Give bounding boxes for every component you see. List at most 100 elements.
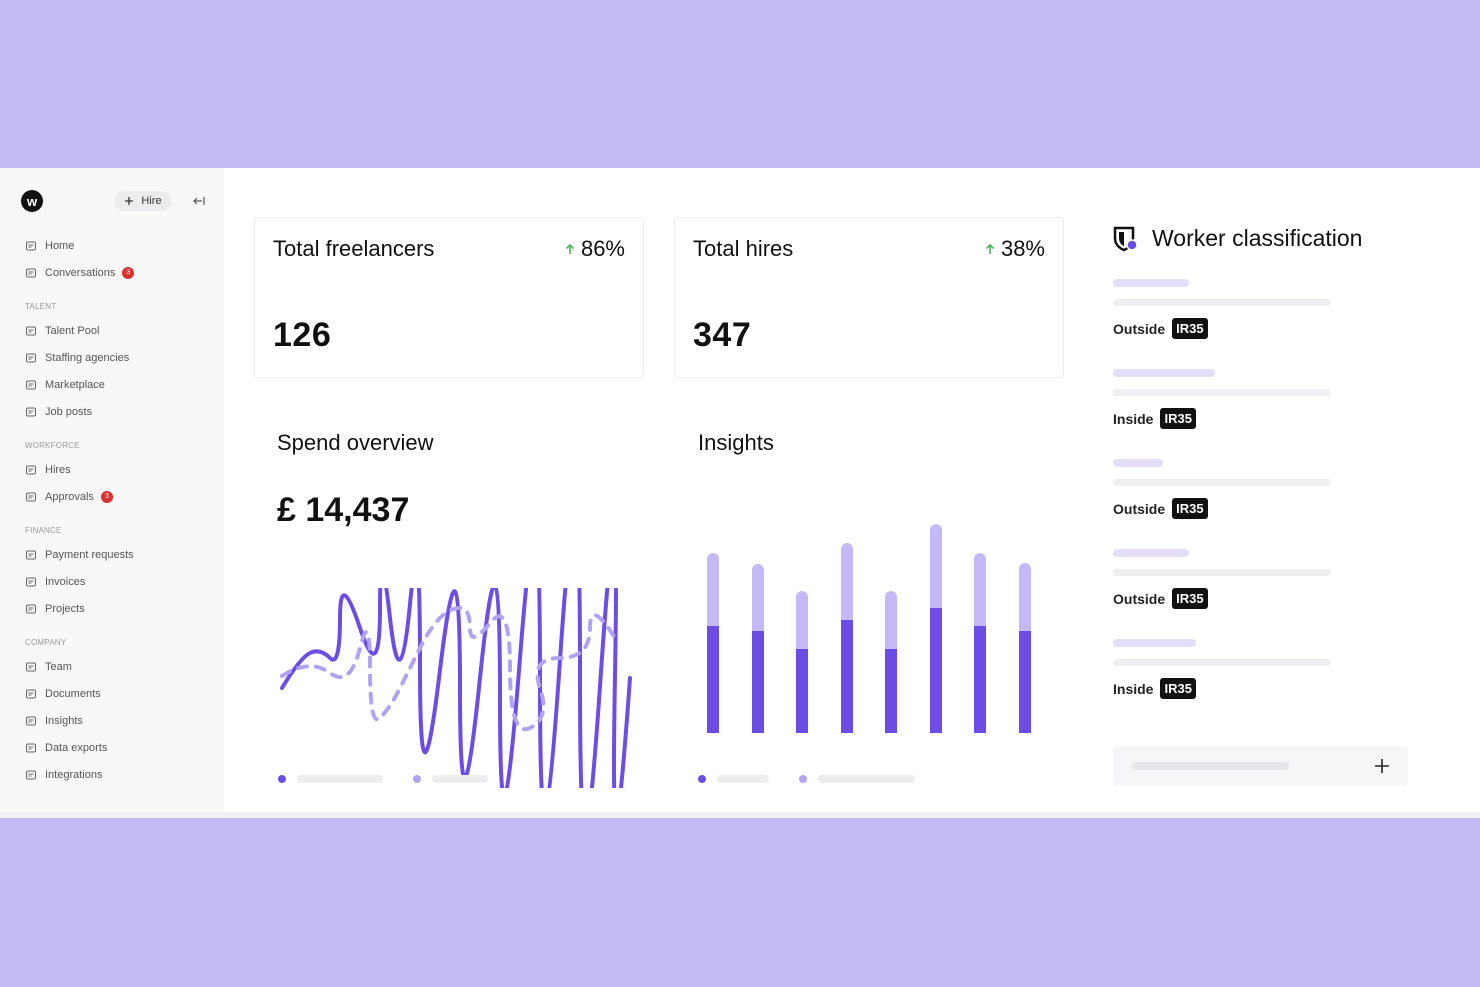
nav-icon xyxy=(26,353,36,362)
skeleton-bar xyxy=(1113,659,1331,666)
nav-label: Integrations xyxy=(45,768,103,781)
hire-label: Hire xyxy=(141,195,162,207)
change-value: 38% xyxy=(1000,236,1045,261)
nav-icon xyxy=(26,326,36,335)
nav-label: Invoices xyxy=(45,575,86,588)
card-title: Total hires xyxy=(693,236,794,261)
classification-status: Outside xyxy=(1113,320,1166,337)
nav-icon xyxy=(26,241,36,250)
skeleton-bar xyxy=(1113,369,1215,377)
nav-icon xyxy=(26,662,36,671)
nav-item[interactable]: Talent Pool xyxy=(0,317,224,344)
nav-label: Payment requests xyxy=(45,548,134,561)
logo[interactable]: w xyxy=(21,190,43,212)
card-change: 86% xyxy=(565,236,625,262)
stat-card: Total freelancers 86% 126 xyxy=(254,217,644,378)
stat-card: Total hires 38% 347 xyxy=(674,217,1064,378)
nav-label: Talent Pool xyxy=(45,324,100,337)
card-value: 126 xyxy=(273,316,332,354)
up-arrow xyxy=(985,243,994,254)
skeleton-bar xyxy=(1113,549,1189,557)
nav-item[interactable]: Job posts xyxy=(0,398,224,425)
nav-label: Marketplace xyxy=(45,378,105,391)
card-change: 38% xyxy=(985,236,1045,262)
nav-label: Documents xyxy=(45,687,101,700)
change-value: 86% xyxy=(580,236,625,261)
spend-title: Spend overview xyxy=(277,430,434,455)
skeleton-bar xyxy=(1113,299,1331,306)
nav-item[interactable]: Team xyxy=(0,653,224,680)
nav-item[interactable]: Hires xyxy=(0,456,224,483)
skeleton-bar xyxy=(1113,389,1331,396)
nav-icon xyxy=(26,492,36,501)
nav-icon xyxy=(26,380,36,389)
nav-item[interactable]: Integrations xyxy=(0,761,224,788)
skeleton-bar xyxy=(1113,569,1331,576)
nav: Home Conversations 3 TALENT Talent Pool Staff… xyxy=(0,232,224,788)
classification-tag: IR35 xyxy=(1160,678,1196,699)
up-arrow xyxy=(565,243,574,254)
insights-chart xyxy=(698,524,1031,783)
nav-label: Conversations xyxy=(45,266,116,279)
classification-row: Inside IR35 xyxy=(1113,678,1196,699)
nav-icon xyxy=(26,268,36,277)
nav-item[interactable]: Conversations 3 xyxy=(0,259,224,286)
nav-label: Staffing agencies xyxy=(45,351,130,364)
nav-label: Approvals xyxy=(45,490,94,503)
plus-icon xyxy=(125,197,134,205)
nav-item[interactable]: Staffing agencies xyxy=(0,344,224,371)
nav-icon xyxy=(26,770,36,779)
nav-icon xyxy=(26,465,36,474)
app-panel: w Hire Home Conversations 3 TALENT Talent Po… xyxy=(0,168,1480,818)
classification-tag: IR35 xyxy=(1172,498,1208,519)
nav-icon xyxy=(26,577,36,586)
classification-status: Outside xyxy=(1113,500,1166,517)
skeleton-bar xyxy=(1113,279,1189,287)
insights-title: Insights xyxy=(698,430,774,455)
nav-item[interactable]: Documents xyxy=(0,680,224,707)
nav-label: Data exports xyxy=(45,741,108,754)
skeleton-bar xyxy=(1113,459,1163,467)
nav-heading: FINANCE xyxy=(25,526,62,535)
nav-heading: COMPANY xyxy=(25,638,67,647)
card-value: 347 xyxy=(693,316,752,354)
classification-tag: IR35 xyxy=(1160,408,1196,429)
worker-title: Worker classification xyxy=(1152,225,1363,251)
add-field[interactable] xyxy=(1113,746,1408,786)
badge: 3 xyxy=(100,490,113,503)
nav-item[interactable]: Approvals 3 xyxy=(0,483,224,510)
card-title: Total freelancers xyxy=(273,236,435,261)
classification-row: Outside IR35 xyxy=(1113,318,1208,339)
hire-button[interactable]: Hire xyxy=(114,191,172,211)
nav-item[interactable]: Data exports xyxy=(0,734,224,761)
shield-icon xyxy=(1113,226,1138,252)
skeleton-bar xyxy=(1113,639,1196,647)
collapse-icon[interactable] xyxy=(192,196,206,206)
placeholder xyxy=(1132,762,1289,770)
nav-item[interactable]: Invoices xyxy=(0,568,224,595)
nav-label: Projects xyxy=(45,602,85,615)
classification-status: Inside xyxy=(1113,410,1154,427)
nav-icon xyxy=(26,604,36,613)
nav-heading: WORKFORCE xyxy=(25,441,80,450)
nav-label: Team xyxy=(45,660,72,673)
nav-item[interactable]: Marketplace xyxy=(0,371,224,398)
nav-item[interactable]: Insights xyxy=(0,707,224,734)
nav-icon xyxy=(26,743,36,752)
spend-chart xyxy=(278,588,632,788)
nav-label: Hires xyxy=(45,463,71,476)
classification-status: Inside xyxy=(1113,680,1154,697)
nav-item[interactable]: Projects xyxy=(0,595,224,622)
nav-item[interactable]: Home xyxy=(0,232,224,259)
classification-row: Outside IR35 xyxy=(1113,498,1208,519)
nav-label: Home xyxy=(45,239,75,252)
nav-icon xyxy=(26,407,36,416)
badge: 3 xyxy=(122,266,135,279)
nav-icon xyxy=(26,689,36,698)
nav-label: Job posts xyxy=(45,405,93,418)
classification-tag: IR35 xyxy=(1172,588,1208,609)
nav-item[interactable]: Payment requests xyxy=(0,541,224,568)
plus-icon[interactable] xyxy=(1375,759,1389,773)
classification-row: Inside IR35 xyxy=(1113,408,1196,429)
